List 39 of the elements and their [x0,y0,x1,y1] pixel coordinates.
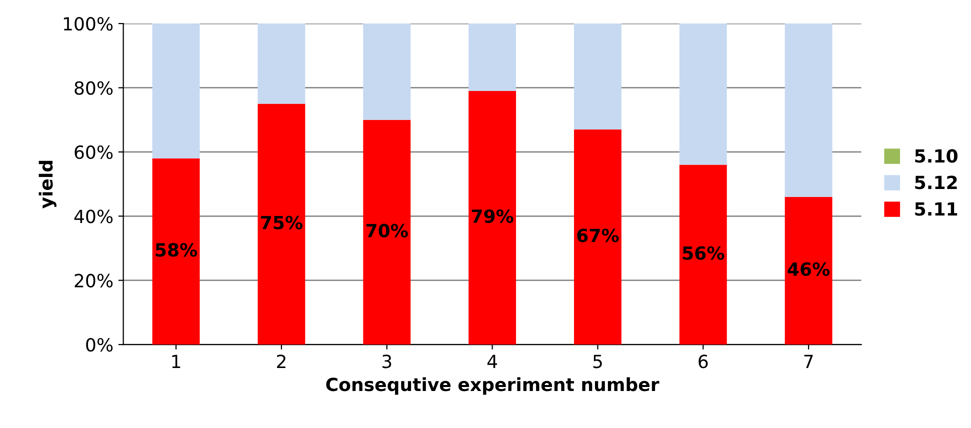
y-tick-label: 0% [86,338,113,352]
bar [784,24,832,197]
y-axis-title: yield [38,160,56,208]
bar [679,24,727,165]
bar [784,196,832,345]
bar [363,120,411,345]
legend-label: 5.10 [915,149,958,163]
y-tick-label: 40% [74,210,113,224]
x-tick-label: 6 [698,354,708,368]
x-tick-label: 2 [277,354,286,368]
y-tick-label: 60% [74,145,113,160]
x-tick-label: 3 [382,354,392,368]
bar [574,24,622,130]
data-label: 46% [788,262,830,276]
data-label: 75% [261,216,302,230]
bar [468,90,516,345]
bar [152,24,200,158]
bar [258,24,306,104]
bar [679,164,727,345]
y-tick-label: 80% [74,81,113,95]
y-tick-label: 20% [74,274,113,288]
data-label: 67% [577,228,619,242]
legend-label: 5.11 [915,202,958,216]
bar [152,158,200,345]
x-tick-label: 5 [593,354,602,368]
legend-label: 5.12 [915,176,957,190]
bar [468,24,516,91]
bar [258,104,306,345]
data-label: 79% [472,209,514,223]
x-axis-title: Consequtive experiment number [326,377,660,395]
bar [363,24,411,120]
y-tick-label: 100% [64,17,113,31]
bar [574,129,622,345]
x-tick-label: 4 [487,354,498,368]
x-tick-label: 7 [804,354,813,368]
x-tick-label: 1 [172,354,180,368]
data-label: 56% [682,246,724,260]
data-label: 58% [156,243,198,257]
data-label: 70% [366,224,408,238]
